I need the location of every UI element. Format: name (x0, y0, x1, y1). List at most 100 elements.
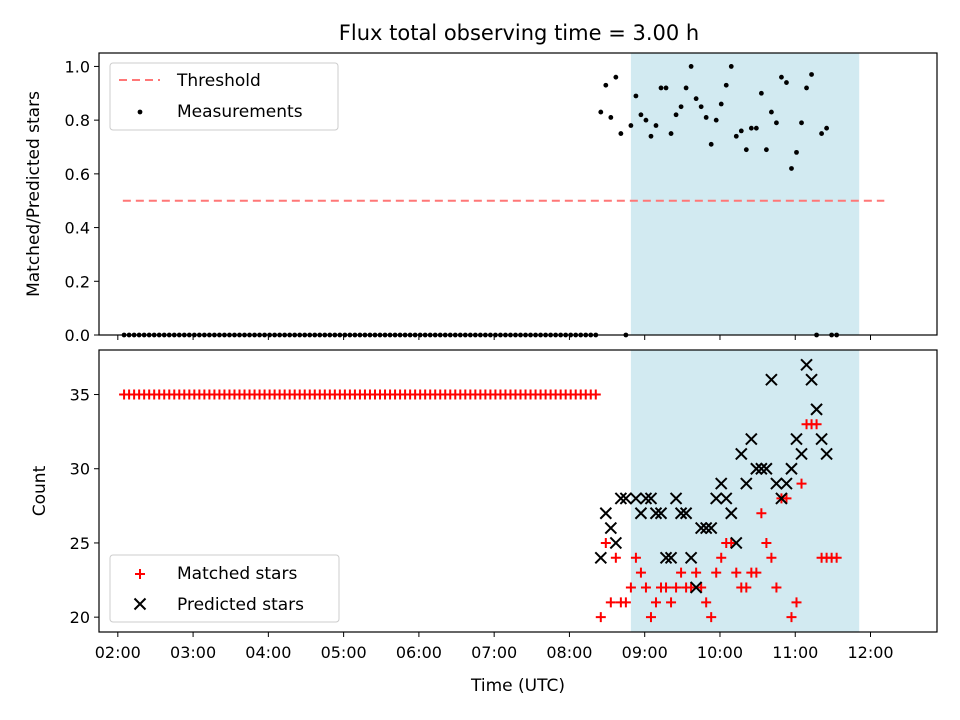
predicted-star-point (674, 507, 688, 520)
measurement-point (763, 147, 769, 153)
predicted-star-point (689, 581, 703, 594)
y-tick-label: 0.4 (65, 219, 90, 238)
matched-star-point (796, 478, 807, 489)
matched-star-point (706, 612, 717, 623)
matched-star-point (761, 537, 772, 548)
x-axis-label: Time (UTC) (470, 676, 565, 696)
measurement-point (774, 120, 779, 126)
predicted-star-point (659, 551, 673, 564)
predicted-star-point (780, 477, 793, 490)
y-tick-label: 0.8 (65, 111, 90, 130)
measurement-point (688, 64, 694, 69)
measurement-point (608, 115, 614, 120)
legend-matched-swatch (135, 569, 145, 579)
measurement-point (683, 85, 689, 91)
predicted-star-point (760, 462, 773, 475)
predicted-star-point (765, 373, 778, 386)
predicted-star-point (770, 477, 783, 490)
measurement-point (663, 85, 669, 91)
predicted-star-point (800, 358, 813, 372)
measurement-point (673, 112, 679, 118)
predicted-star-point (730, 536, 743, 550)
predicted-star-point (609, 536, 623, 550)
bottom-legend: Matched stars Predicted stars (109, 554, 340, 623)
y-tick-label: 0.0 (65, 326, 90, 345)
measurement-point (628, 123, 634, 128)
x-tick-label: 07:00 (471, 643, 517, 662)
legend-measurements-label: Measurements (177, 102, 303, 122)
y-tick-label: 20 (70, 608, 90, 627)
matched-star-point (620, 597, 631, 608)
x-tick-label: 06:00 (396, 643, 442, 662)
matched-star-point (595, 612, 606, 623)
predicted-star-point (750, 462, 763, 475)
measurement-point (618, 131, 624, 136)
measurement-point (713, 117, 719, 123)
matched-star-point (650, 597, 661, 608)
y-tick-label: 30 (70, 460, 90, 479)
measurement-point (693, 96, 699, 102)
predicted-star-point (820, 447, 833, 461)
measurement-point (819, 131, 824, 136)
measurement-point (723, 82, 729, 88)
predicted-star-point (604, 521, 618, 535)
matched-star-point (630, 552, 641, 563)
x-tick-label: 09:00 (622, 643, 668, 662)
x-tick-label: 10:00 (697, 643, 743, 662)
predicted-star-point (720, 492, 733, 505)
matched-star-point (635, 567, 646, 578)
top-legend-box (109, 62, 339, 131)
measurement-point (794, 149, 799, 155)
matched-star-point (645, 612, 656, 623)
measurement-point (648, 133, 654, 139)
predicted-star-point (644, 492, 658, 505)
measurement-point (733, 133, 739, 139)
predicted-star-point (684, 551, 698, 564)
matched-star-point (696, 582, 707, 593)
measurement-point (784, 80, 789, 85)
measurement-point (708, 141, 714, 147)
measurement-point (789, 166, 794, 171)
x-tick-label: 11:00 (772, 643, 818, 662)
matched-star-point (726, 537, 737, 548)
predicted-star-point (634, 507, 648, 520)
x-tick-label: 12:00 (847, 643, 893, 662)
predicted-star-point (679, 507, 693, 520)
predicted-star-point (694, 521, 708, 535)
predicted-star-point (664, 551, 678, 564)
matched-star-point (786, 612, 797, 623)
measurement-point (658, 85, 664, 91)
measurement-point (804, 85, 809, 91)
predicted-star-point (710, 492, 723, 505)
measurement-point (638, 112, 644, 118)
measurement-point (613, 74, 619, 80)
matched-star-point (791, 597, 802, 608)
matched-star-point (766, 552, 777, 563)
legend-predicted-swatch (133, 597, 147, 611)
measurement-point (598, 109, 604, 115)
matched-star-point (781, 493, 792, 504)
predicted-star-point (614, 492, 628, 505)
top-panel: 0.0 0.2 0.4 0.6 0.8 1.0 Matched/Predicted star… (24, 52, 938, 345)
measurement-point (718, 101, 724, 107)
bottom-axes-frame (98, 349, 938, 633)
x-tick-label: 08:00 (546, 643, 592, 662)
observing-window-span (630, 350, 860, 632)
x-tick-label: 03:00 (170, 643, 216, 662)
matched-star-point (610, 552, 621, 563)
x-tick-label: 04:00 (245, 643, 291, 662)
matched-star-point (716, 552, 727, 563)
predicted-star-point (639, 492, 653, 505)
top-axes-frame (98, 52, 938, 336)
measurement-point (824, 125, 830, 131)
predicted-star-point (745, 432, 758, 446)
measurement-point (643, 117, 649, 123)
y-tick-label: 0.6 (65, 165, 90, 184)
predicted-star-point (619, 492, 633, 505)
legend-matched-label: Matched stars (177, 564, 297, 584)
predicted-star-point (735, 447, 748, 461)
measurement-point (653, 123, 659, 128)
measurement-point (603, 82, 609, 88)
predicted-star-point (805, 373, 818, 386)
